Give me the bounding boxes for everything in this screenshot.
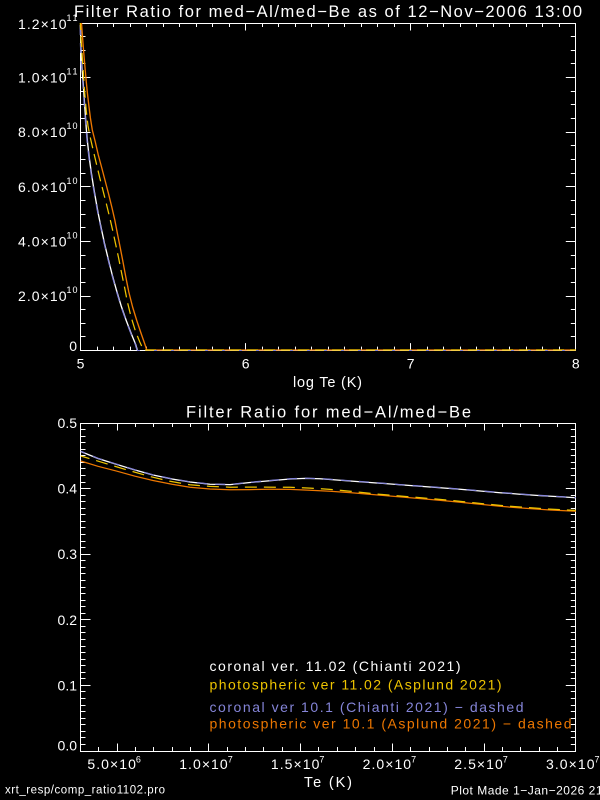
svg-text:3.0×10: 3.0×10 [546, 756, 595, 772]
svg-text:6: 6 [136, 755, 141, 765]
svg-text:Plot Made 1−Jan−2026 21:02: Plot Made 1−Jan−2026 21:02 [451, 784, 600, 798]
svg-text:Filter Ratio for med−Al/med−Be: Filter Ratio for med−Al/med−Be [186, 404, 471, 422]
svg-text:7: 7 [407, 356, 415, 372]
svg-text:0.5: 0.5 [58, 415, 78, 431]
svg-text:11: 11 [67, 67, 78, 77]
svg-text:1.2×10: 1.2×10 [18, 16, 67, 32]
svg-text:5: 5 [77, 356, 85, 372]
svg-text:8: 8 [572, 356, 580, 372]
svg-text:10: 10 [67, 176, 78, 186]
svg-text:0.2: 0.2 [58, 612, 78, 628]
svg-text:coronal ver. 11.02 (Chianti 20: coronal ver. 11.02 (Chianti 2021) [210, 658, 461, 674]
svg-text:4.0×10: 4.0×10 [18, 233, 67, 249]
svg-text:0.1: 0.1 [58, 677, 78, 693]
svg-text:7: 7 [595, 755, 600, 765]
svg-text:7: 7 [411, 755, 416, 765]
svg-text:2.5×10: 2.5×10 [454, 756, 503, 772]
svg-text:0: 0 [69, 338, 77, 354]
svg-text:1.0×10: 1.0×10 [179, 756, 228, 772]
svg-text:photospheric ver 11.02 (Asplun: photospheric ver 11.02 (Asplund 2021) [210, 676, 502, 692]
svg-text:11: 11 [67, 13, 78, 23]
svg-text:7: 7 [319, 755, 324, 765]
svg-text:0.4: 0.4 [58, 481, 78, 497]
svg-text:5.0×10: 5.0×10 [87, 756, 136, 772]
svg-text:10: 10 [67, 121, 78, 131]
svg-text:photospheric ver 10.1 (Asplund: photospheric ver 10.1 (Asplund 2021) − d… [210, 716, 572, 732]
svg-text:6.0×10: 6.0×10 [18, 179, 67, 195]
svg-text:7: 7 [503, 755, 508, 765]
svg-text:7: 7 [228, 755, 233, 765]
svg-text:6: 6 [242, 356, 250, 372]
svg-text:log Te (K): log Te (K) [293, 375, 362, 391]
svg-text:10: 10 [67, 285, 78, 295]
svg-text:Te (K): Te (K) [304, 775, 352, 791]
svg-text:coronal ver 10.1 (Chianti 2021: coronal ver 10.1 (Chianti 2021) − dashed [210, 699, 524, 715]
svg-text:1.0×10: 1.0×10 [18, 70, 67, 86]
svg-text:2.0×10: 2.0×10 [18, 288, 67, 304]
svg-text:xrt_resp/comp_ratio1102.pro: xrt_resp/comp_ratio1102.pro [5, 785, 165, 797]
svg-text:8.0×10: 8.0×10 [18, 124, 67, 140]
svg-text:1.5×10: 1.5×10 [271, 756, 320, 772]
svg-text:2.0×10: 2.0×10 [363, 756, 412, 772]
svg-text:0.0: 0.0 [58, 738, 78, 754]
svg-text:10: 10 [67, 230, 78, 240]
svg-text:0.3: 0.3 [58, 546, 78, 562]
